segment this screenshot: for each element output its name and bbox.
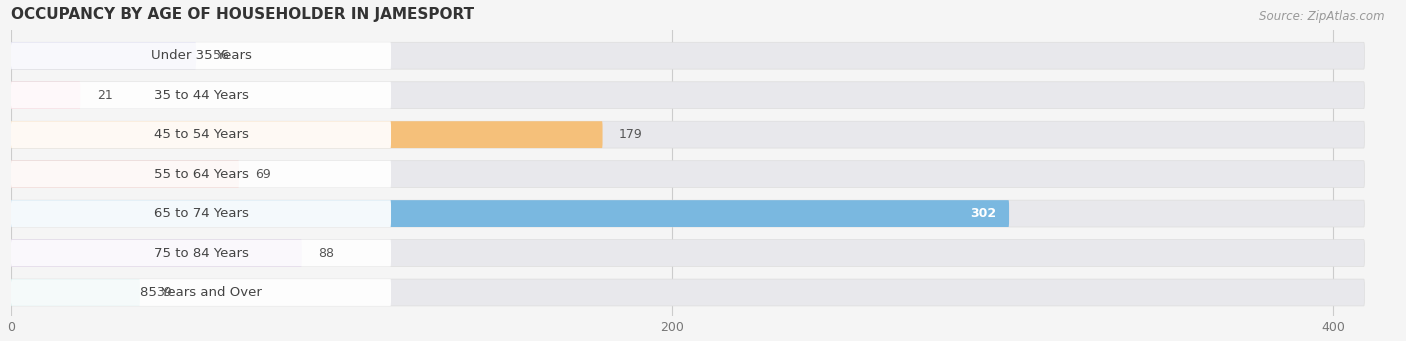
FancyBboxPatch shape <box>11 42 391 69</box>
Text: Under 35 Years: Under 35 Years <box>150 49 252 62</box>
FancyBboxPatch shape <box>11 121 603 148</box>
Text: 55 to 64 Years: 55 to 64 Years <box>153 168 249 181</box>
Text: OCCUPANCY BY AGE OF HOUSEHOLDER IN JAMESPORT: OCCUPANCY BY AGE OF HOUSEHOLDER IN JAMES… <box>11 7 474 22</box>
FancyBboxPatch shape <box>11 82 1364 108</box>
Text: 65 to 74 Years: 65 to 74 Years <box>153 207 249 220</box>
Text: 85 Years and Over: 85 Years and Over <box>141 286 262 299</box>
FancyBboxPatch shape <box>11 161 391 188</box>
Text: 35 to 44 Years: 35 to 44 Years <box>153 89 249 102</box>
FancyBboxPatch shape <box>11 200 1364 227</box>
FancyBboxPatch shape <box>11 82 391 108</box>
FancyBboxPatch shape <box>11 42 1364 69</box>
Text: 302: 302 <box>970 207 995 220</box>
Text: 69: 69 <box>256 168 271 181</box>
FancyBboxPatch shape <box>11 200 1010 227</box>
FancyBboxPatch shape <box>11 240 1364 266</box>
FancyBboxPatch shape <box>11 240 391 266</box>
Text: 179: 179 <box>619 128 643 141</box>
Text: 56: 56 <box>212 49 228 62</box>
FancyBboxPatch shape <box>11 42 195 69</box>
Text: 39: 39 <box>156 286 172 299</box>
FancyBboxPatch shape <box>11 279 139 306</box>
Text: 21: 21 <box>97 89 112 102</box>
FancyBboxPatch shape <box>11 279 1364 306</box>
FancyBboxPatch shape <box>11 121 391 148</box>
FancyBboxPatch shape <box>11 121 1364 148</box>
FancyBboxPatch shape <box>11 161 1364 188</box>
Text: 75 to 84 Years: 75 to 84 Years <box>153 247 249 260</box>
Text: Source: ZipAtlas.com: Source: ZipAtlas.com <box>1260 10 1385 23</box>
FancyBboxPatch shape <box>11 200 391 227</box>
FancyBboxPatch shape <box>11 240 302 266</box>
FancyBboxPatch shape <box>11 161 239 188</box>
FancyBboxPatch shape <box>11 82 80 108</box>
FancyBboxPatch shape <box>11 279 391 306</box>
Text: 88: 88 <box>318 247 335 260</box>
Text: 45 to 54 Years: 45 to 54 Years <box>153 128 249 141</box>
